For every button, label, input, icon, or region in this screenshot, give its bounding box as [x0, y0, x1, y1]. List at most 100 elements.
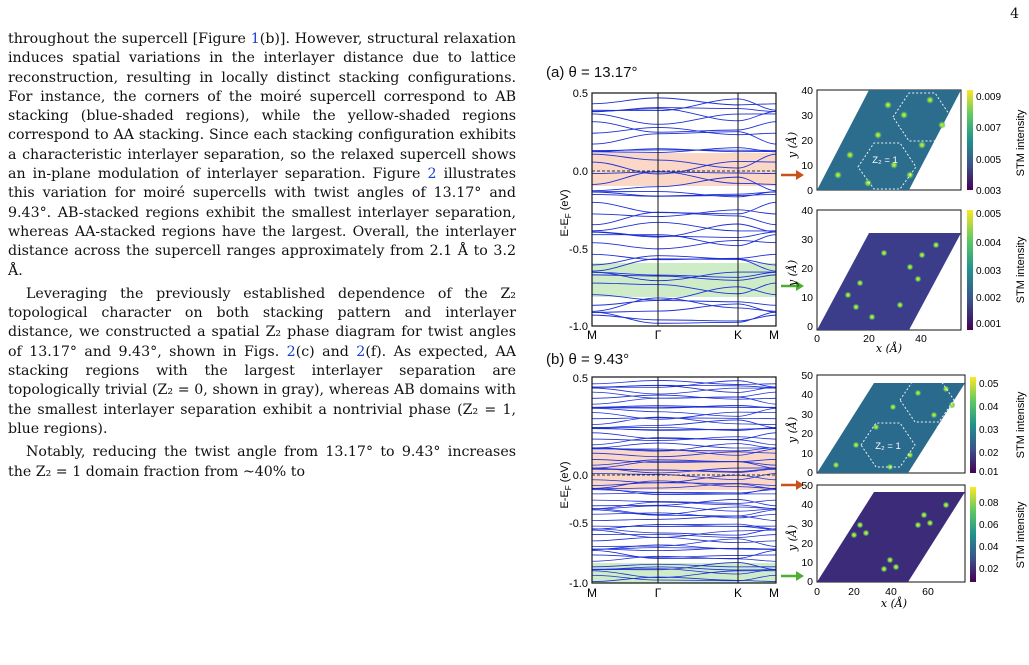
svg-text:40: 40 — [801, 389, 813, 401]
svg-text:0.007: 0.007 — [976, 123, 1001, 134]
stm-spot — [907, 264, 914, 271]
svg-text:30: 30 — [801, 234, 813, 246]
ytick: -1.0 — [569, 578, 588, 590]
figure-link[interactable]: 2 — [356, 344, 365, 360]
stm-spot — [933, 242, 940, 249]
svg-text:0.005: 0.005 — [976, 155, 1001, 166]
svg-text:0.004: 0.004 — [976, 238, 1001, 249]
stm-spot — [884, 101, 892, 109]
svg-text:0.002: 0.002 — [976, 293, 1001, 304]
svg-text:0: 0 — [807, 321, 813, 333]
svg-text:20: 20 — [801, 135, 813, 147]
svg-text:0.08: 0.08 — [979, 498, 999, 509]
kpoint-label: M — [587, 328, 597, 342]
svg-text:10: 10 — [801, 448, 813, 460]
band-line — [592, 312, 776, 323]
stm-spot — [874, 131, 882, 139]
svg-text:60: 60 — [922, 586, 934, 598]
page-number: 4 — [1010, 6, 1019, 22]
stm-spot — [938, 121, 946, 129]
stm-spot — [869, 314, 876, 321]
svg-text:0.02: 0.02 — [979, 564, 999, 575]
svg-text:0.009: 0.009 — [976, 92, 1001, 103]
stm-map-a-top: Z₂ = 1 Z₂ = 1 40 30 20 10 0 y (Å) — [785, 85, 961, 197]
svg-text:20: 20 — [863, 333, 875, 345]
band-line — [592, 397, 776, 404]
svg-text:30: 30 — [801, 518, 813, 530]
stm-spot — [915, 522, 922, 529]
stm-spot — [926, 96, 934, 104]
figure-link[interactable]: 2 — [287, 344, 296, 360]
colorbar-label: STM intensity — [1015, 109, 1027, 176]
stm-spot — [851, 532, 858, 539]
band-line — [592, 240, 776, 248]
band-line — [592, 109, 776, 121]
svg-text:40: 40 — [801, 85, 813, 97]
band-line — [592, 132, 776, 144]
paragraph-1: throughout the supercell [Figure 1(b)]. … — [8, 30, 516, 281]
kpoint-label: M — [587, 586, 597, 600]
colorbar-a-bottom: 0.005 0.004 0.003 0.002 0.001 STM intens… — [967, 209, 1027, 330]
figure-link[interactable]: 2 — [428, 166, 437, 182]
ytick: 0.0 — [573, 166, 588, 178]
stm-map-b-top: Z₂ = 1 Z₂ = 1 50 40 30 20 10 0 y (Å) — [785, 370, 965, 479]
svg-text:0: 0 — [814, 586, 820, 598]
band-line — [592, 380, 776, 384]
svg-text:0.04: 0.04 — [979, 402, 999, 413]
svg-text:0.01: 0.01 — [979, 467, 999, 478]
y-axis-label: y (Å) — [785, 525, 799, 552]
svg-text:20: 20 — [801, 538, 813, 550]
kpoint-label: K — [734, 586, 742, 600]
svg-text:40: 40 — [801, 499, 813, 511]
y-axis-label: E-EF (eV) — [559, 461, 573, 508]
y-axis-label: y (Å) — [785, 260, 799, 287]
stm-spot — [857, 522, 864, 529]
stm-spot — [833, 462, 840, 469]
svg-text:10: 10 — [801, 557, 813, 569]
ytick: -0.5 — [569, 518, 588, 530]
stm-spot — [931, 412, 938, 419]
stm-spot — [834, 171, 842, 179]
colorbar-label: STM intensity — [1015, 501, 1027, 568]
colorbar-label: STM intensity — [1015, 391, 1027, 458]
stm-spot — [863, 530, 870, 537]
stm-spot — [943, 386, 950, 393]
band-line — [592, 212, 776, 224]
svg-text:0.05: 0.05 — [979, 379, 999, 390]
y-axis-label: E-EF (eV) — [559, 189, 573, 236]
svg-text:20: 20 — [848, 586, 860, 598]
body-text-column: throughout the supercell [Figure 1(b)]. … — [8, 30, 516, 482]
stm-spot — [915, 390, 922, 397]
stm-spot — [893, 564, 900, 571]
svg-text:20: 20 — [801, 428, 813, 440]
stm-spot — [846, 151, 854, 159]
svg-text:10: 10 — [801, 160, 813, 172]
svg-text:20: 20 — [801, 263, 813, 275]
colorbar-label: STM intensity — [1015, 236, 1027, 303]
stm-spot — [907, 452, 914, 459]
svg-text:0.02: 0.02 — [979, 448, 999, 459]
figure-link[interactable]: 1 — [251, 31, 260, 47]
stm-spot — [919, 252, 926, 259]
svg-text:0.06: 0.06 — [979, 520, 999, 531]
y-axis-label: y (Å) — [785, 132, 799, 159]
stm-spot — [890, 404, 897, 411]
z2-label: Z₂ = 1 — [872, 155, 898, 166]
svg-text:40: 40 — [915, 333, 927, 345]
svg-text:40: 40 — [801, 205, 813, 217]
band-line — [592, 516, 776, 520]
ytick: -0.5 — [569, 244, 588, 256]
arrow-green-b — [781, 571, 804, 581]
svg-text:0: 0 — [814, 333, 820, 345]
ytick: -1.0 — [569, 321, 588, 333]
colorbar-b-top: 0.05 0.04 0.03 0.02 0.01 STM intensity — [970, 377, 1027, 478]
stm-spot — [915, 276, 922, 283]
kpoint-label: M — [769, 586, 779, 600]
stm-spot — [887, 557, 894, 564]
svg-text:0.03: 0.03 — [979, 425, 999, 436]
svg-text:0.04: 0.04 — [979, 542, 999, 553]
svg-text:10: 10 — [801, 292, 813, 304]
stm-map-b-bottom: 50 40 30 20 10 0 y (Å) 0 20 40 60 x (Å) — [785, 480, 965, 610]
band-line — [592, 108, 776, 112]
svg-text:0.001: 0.001 — [976, 319, 1001, 330]
